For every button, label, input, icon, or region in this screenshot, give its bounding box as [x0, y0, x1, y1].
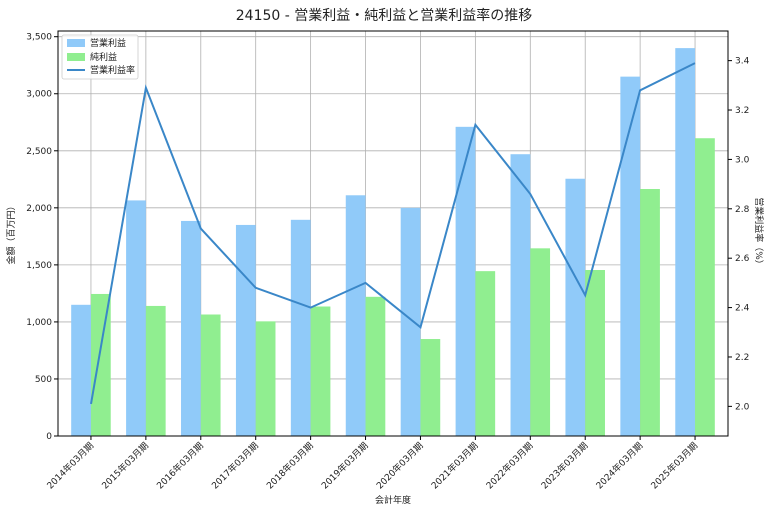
- y2-axis-ticks: 2.0 2.2 2.4 2.6 2.8 3.0 3.2 3.4: [728, 57, 750, 412]
- y-tick-label: 1,500: [26, 261, 52, 271]
- operating-profit-bar: [71, 304, 91, 436]
- chart-title: 24150 - 営業利益・純利益と営業利益率の推移: [236, 7, 533, 24]
- y-tick-label: 3,500: [26, 33, 52, 43]
- operating-profit-bar: [290, 219, 311, 436]
- y2-tick-label: 2.8: [735, 205, 750, 215]
- operating-margin-line: [90, 62, 696, 405]
- legend-swatch-operating-profit: [67, 39, 85, 47]
- net-profit-bar: [420, 339, 441, 436]
- net-profit-bar: [585, 270, 605, 436]
- bars-layer: [71, 48, 715, 437]
- x-axis-label: 会計年度: [375, 494, 411, 506]
- operating-profit-bar: [675, 48, 696, 437]
- net-profit-bar: [475, 271, 496, 436]
- operating-profit-bar: [400, 207, 421, 436]
- y-tick-label: 2,000: [26, 204, 52, 214]
- net-profit-bar: [145, 305, 166, 436]
- net-profit-bar: [640, 189, 660, 436]
- plot-frame: [57, 30, 729, 437]
- x-tick-label: 2014年03月期: [44, 440, 96, 492]
- y2-tick-label: 2.0: [735, 402, 750, 412]
- y-axis-ticks: 0 500 1,000 1,500 2,000 2,500 3,000 3,500: [26, 33, 58, 442]
- y-tick-label: 1,000: [26, 318, 52, 328]
- y2-tick-label: 3.2: [735, 106, 749, 116]
- operating-profit-bar: [235, 224, 256, 436]
- operating-profit-bar: [345, 195, 366, 436]
- y-axis-label: 金額（百万円）: [5, 201, 17, 264]
- legend-swatch-net-profit: [67, 53, 85, 61]
- y2-tick-label: 2.2: [735, 353, 749, 363]
- line-layer: [90, 62, 696, 405]
- y2-tick-label: 3.4: [735, 57, 750, 67]
- x-tick-label: 2015年03月期: [99, 440, 151, 492]
- x-tick-label: 2025年03月期: [648, 440, 700, 492]
- legend-label-net-profit: 純利益: [90, 51, 117, 63]
- net-profit-bar: [90, 293, 111, 436]
- x-tick-label: 2019年03月期: [319, 440, 371, 492]
- x-tick-label: 2017年03月期: [209, 440, 261, 492]
- x-tick-label: 2023年03月期: [538, 440, 590, 492]
- net-profit-bar: [310, 306, 331, 436]
- y2-axis-label: 営業利益率（%）: [753, 197, 765, 269]
- x-tick-label: 2018年03月期: [264, 440, 316, 492]
- x-tick-label: 2022年03月期: [484, 440, 536, 492]
- operating-profit-bar: [181, 220, 201, 436]
- x-axis-ticks: 2014年03月期 2015年03月期 2016年03月期 2017年03月期 2018…: [44, 436, 700, 492]
- legend-label-operating-margin: 営業利益率: [90, 64, 135, 76]
- legend: 営業利益 純利益 営業利益率: [61, 34, 139, 80]
- y-tick-label: 0: [46, 432, 52, 442]
- net-profit-bar: [695, 138, 715, 436]
- operating-profit-bar: [455, 126, 476, 436]
- y2-tick-label: 3.0: [735, 155, 750, 165]
- operating-profit-bar: [565, 178, 586, 436]
- x-tick-label: 2020年03月期: [374, 440, 426, 492]
- legend-label-operating-profit: 営業利益: [90, 37, 126, 49]
- net-profit-bar: [255, 321, 276, 436]
- net-profit-bar: [365, 296, 386, 436]
- x-tick-label: 2016年03月期: [154, 440, 206, 492]
- operating-profit-bar: [126, 200, 146, 436]
- operating-profit-bar: [510, 154, 531, 436]
- net-profit-bar: [530, 248, 551, 436]
- y2-tick-label: 2.6: [735, 254, 750, 264]
- y2-tick-label: 2.4: [735, 304, 750, 314]
- y-tick-label: 2,500: [26, 147, 52, 157]
- y-tick-label: 500: [35, 375, 52, 385]
- x-tick-label: 2021年03月期: [429, 440, 481, 492]
- net-profit-bar: [200, 314, 221, 436]
- y-tick-label: 3,000: [26, 90, 52, 100]
- operating-profit-bar: [620, 76, 641, 437]
- x-tick-label: 2024年03月期: [593, 440, 645, 492]
